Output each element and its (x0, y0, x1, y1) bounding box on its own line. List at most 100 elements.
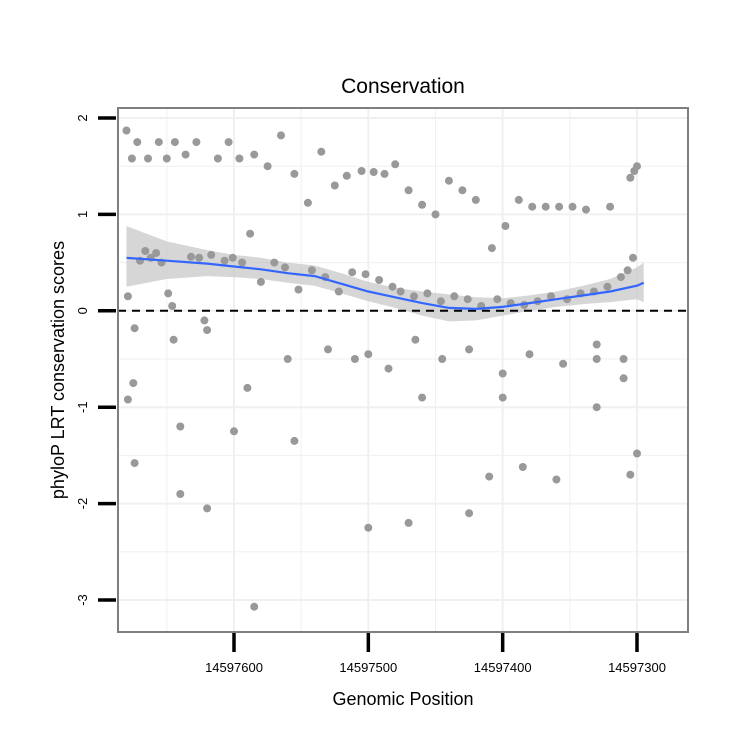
data-point (228, 253, 237, 262)
data-point (170, 138, 179, 147)
data-point (256, 277, 265, 286)
data-point (525, 350, 534, 359)
data-point (122, 126, 131, 135)
data-point (200, 316, 209, 325)
data-point (317, 147, 326, 156)
data-point (380, 169, 389, 178)
data-point (129, 379, 138, 388)
data-point (458, 186, 467, 195)
data-point (364, 350, 373, 359)
data-point (164, 289, 173, 298)
data-point (294, 285, 303, 294)
data-point (465, 509, 474, 518)
data-point (350, 355, 359, 363)
data-point (626, 470, 635, 479)
data-point (290, 169, 299, 178)
data-point (230, 427, 238, 436)
data-point (450, 292, 459, 301)
data-point (133, 138, 142, 147)
data-point (141, 247, 150, 255)
data-points (122, 126, 641, 611)
data-point (559, 359, 568, 368)
data-point (144, 154, 152, 163)
data-point (192, 138, 201, 147)
x-tick-label: 14597500 (339, 660, 397, 675)
data-point (375, 276, 384, 284)
data-point (391, 160, 400, 169)
y-tick-label: 1 (75, 211, 90, 218)
data-point (487, 244, 496, 253)
data-point (629, 253, 637, 262)
data-point (195, 253, 204, 262)
data-point (633, 162, 641, 171)
data-point (547, 292, 555, 301)
data-point (471, 195, 480, 204)
data-point (603, 282, 612, 291)
confidence-band-area (126, 226, 644, 322)
data-point (418, 200, 427, 209)
data-point (263, 162, 272, 171)
data-point (431, 210, 440, 219)
y-tick-label: -2 (75, 498, 90, 510)
data-point (606, 202, 615, 211)
data-point (528, 202, 537, 211)
data-point (592, 403, 601, 412)
data-point (176, 422, 185, 431)
data-point (250, 602, 259, 611)
data-point (541, 202, 550, 211)
x-axis: 14597600 14597500 14597400 14597300 (205, 633, 666, 675)
data-point (582, 205, 590, 214)
y-tick-label: -1 (75, 401, 90, 413)
data-point (438, 355, 447, 363)
plot-frame (117, 107, 689, 633)
data-point (250, 150, 259, 159)
data-point (348, 268, 357, 277)
plot-panel (118, 108, 688, 632)
data-point (555, 202, 564, 211)
data-point (154, 138, 163, 147)
data-point (404, 518, 413, 527)
data-point (626, 173, 635, 182)
smooth-trend-line (126, 256, 645, 311)
data-point (235, 154, 244, 163)
data-point (493, 295, 502, 304)
data-point (303, 198, 312, 207)
data-point (127, 154, 136, 163)
data-point (592, 340, 601, 349)
plot-area (117, 107, 689, 633)
data-point (444, 176, 453, 185)
data-point (616, 273, 625, 282)
data-point (518, 463, 527, 471)
data-point (168, 302, 177, 310)
x-tick-label: 14597600 (205, 660, 263, 675)
data-point (220, 256, 229, 265)
data-point (411, 335, 420, 344)
data-point (357, 167, 366, 175)
y-tick-label: 2 (75, 114, 90, 121)
data-point (342, 171, 351, 180)
y-tick-label: 0 (75, 307, 90, 314)
data-point (283, 355, 292, 363)
confidence-band (126, 226, 644, 322)
data-point (465, 345, 474, 354)
data-point (396, 287, 405, 296)
data-point (623, 266, 632, 275)
smooth-trend-path (126, 256, 645, 311)
data-point (270, 258, 279, 267)
data-point (324, 345, 332, 354)
data-point (203, 326, 212, 335)
data-point (485, 472, 494, 481)
data-point (162, 154, 171, 163)
x-tick-label: 14597300 (608, 660, 666, 675)
data-point (334, 287, 343, 296)
data-point (418, 393, 427, 402)
x-axis-label: Genomic Position (332, 689, 473, 709)
data-point (169, 335, 178, 344)
data-point (130, 324, 139, 333)
data-point (388, 282, 397, 291)
data-point (369, 168, 378, 176)
data-point (592, 355, 601, 363)
data-point (498, 393, 507, 402)
y-axis: 2 1 0 -1 -2 -3 (75, 114, 116, 606)
data-point (277, 131, 285, 140)
